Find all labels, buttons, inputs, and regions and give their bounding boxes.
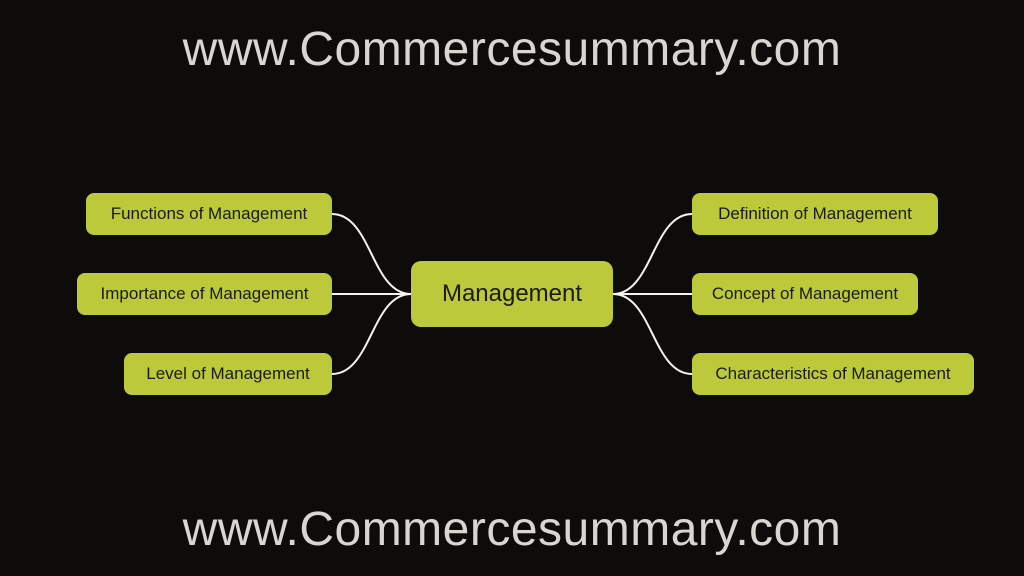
branch-node-functions: Functions of Management xyxy=(86,193,332,235)
watermark-bottom: www.Commercesummary.com xyxy=(0,502,1024,557)
branch-node-characteristics: Characteristics of Management xyxy=(692,353,974,395)
branch-label: Concept of Management xyxy=(712,284,898,304)
branch-node-concept: Concept of Management xyxy=(692,273,918,315)
branch-label: Importance of Management xyxy=(101,284,309,304)
branch-node-level: Level of Management xyxy=(124,353,332,395)
branch-label: Characteristics of Management xyxy=(715,364,950,384)
center-node-label: Management xyxy=(442,280,582,308)
branch-label: Definition of Management xyxy=(718,204,912,224)
mindmap-canvas: www.Commercesummary.com www.Commercesumm… xyxy=(0,0,1024,576)
branch-node-importance: Importance of Management xyxy=(77,273,332,315)
watermark-top: www.Commercesummary.com xyxy=(0,22,1024,77)
branch-label: Functions of Management xyxy=(111,204,308,224)
branch-label: Level of Management xyxy=(146,364,310,384)
branch-node-definition: Definition of Management xyxy=(692,193,938,235)
center-node: Management xyxy=(411,261,613,327)
